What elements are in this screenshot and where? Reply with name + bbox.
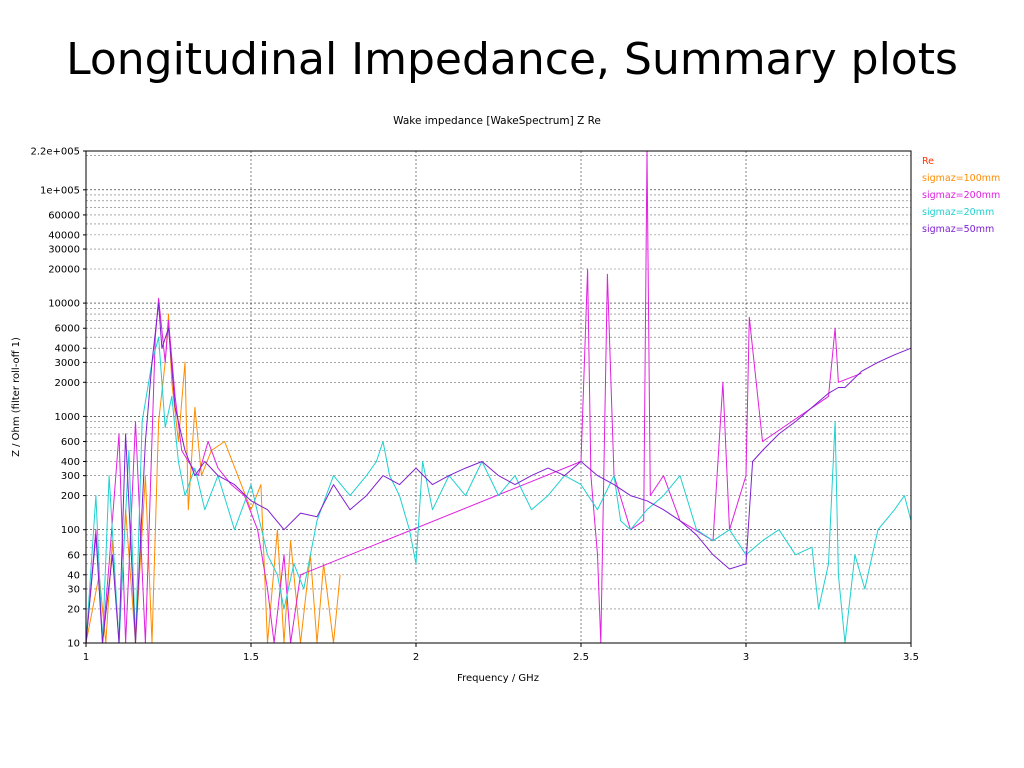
y-tick-label: 60 [67,550,80,561]
legend-entry: sigmaz=100mm [922,173,1000,184]
x-tick-label: 2.5 [573,652,589,663]
legend-title: Re [922,156,934,167]
y-tick-label: 1000 [55,412,80,423]
plot-border [85,150,912,644]
slide-title: Longitudinal Impedance, Summary plots [66,34,958,85]
legend: Re sigmaz=100mm sigmaz=200mm sigmaz=20mm si… [922,156,1000,235]
y-tick-label: 2000 [55,378,80,389]
y-tick-label: 1e+005 [40,185,80,196]
chart-title: Wake impedance [WakeSpectrum] Z Re [393,115,601,127]
series-line-sigmaz-50mm [85,302,912,644]
series-line-sigmaz-100mm [85,313,341,644]
x-axis-label: Frequency / GHz [457,673,539,684]
series-line-sigmaz-20mm [85,336,912,644]
y-tick-label: 60000 [48,210,80,221]
x-tick-label: 1.5 [243,652,259,663]
y-tick-label: 10000 [48,299,80,310]
x-tick-label: 1 [83,652,89,663]
legend-entry: sigmaz=200mm [922,190,1000,201]
y-tick-label: 600 [61,437,80,448]
y-tick-label: 6000 [55,324,80,335]
plot-frame [86,151,911,643]
y-tick-label: 20 [67,604,80,615]
legend-entry: sigmaz=50mm [922,224,994,235]
y-tick-label: 3000 [55,358,80,369]
grid [86,151,911,643]
y-tick-label: 2.2e+005 [30,147,80,158]
y-tick-label: 100 [61,525,80,536]
legend-entry: sigmaz=20mm [922,207,994,218]
x-tick-label: 2 [413,652,419,663]
x-tick-label: 3.5 [903,652,919,663]
y-tick-label: 40 [67,570,80,581]
y-tick-label: 400 [61,457,80,468]
y-tick-label: 40000 [48,230,80,241]
y-tick-label: 200 [61,491,80,502]
y-tick-label: 4000 [55,344,80,355]
y-tick-label: 30000 [48,245,80,256]
tick-labels: 10 20 30 40 60 100 200 300 400 600 1000 2000 3000 400… [30,147,918,664]
y-tick-label: 300 [61,471,80,482]
y-tick-label: 20000 [48,264,80,275]
y-tick-label: 10 [67,639,80,650]
y-tick-label: 30 [67,584,80,595]
y-axis-label: Z / Ohm (filter roll-off 1) [11,337,22,457]
x-tick-label: 3 [743,652,749,663]
